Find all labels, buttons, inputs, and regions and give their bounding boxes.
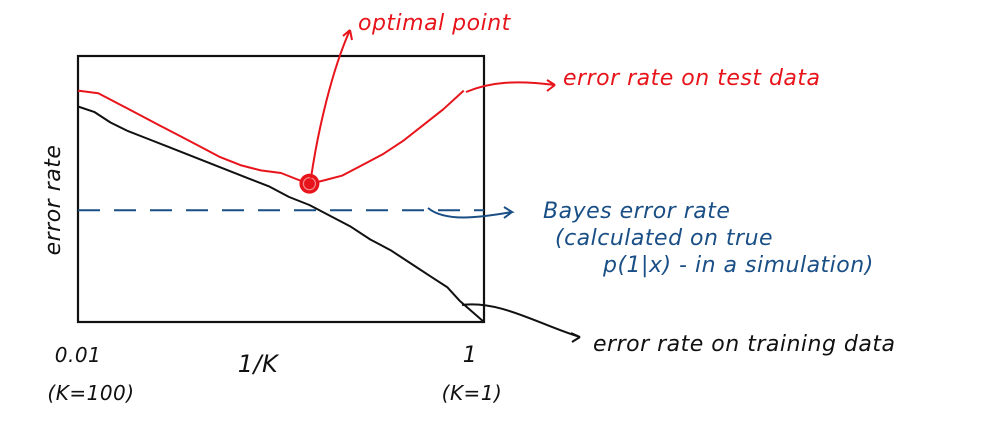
y-axis-label: error rate bbox=[41, 145, 66, 256]
optimal-point-marker bbox=[299, 173, 320, 194]
optimal-point-leader bbox=[310, 29, 353, 179]
bayes-label-line-3: p(1|x) - in a simulation) bbox=[602, 253, 874, 278]
optimal-point-label: optimal point bbox=[358, 11, 512, 36]
training-error-line bbox=[77, 105, 485, 323]
test-error-line bbox=[77, 89, 465, 185]
test-error-label: error rate on test data bbox=[563, 66, 821, 91]
x-tick-right-sub: (K=1) bbox=[442, 381, 503, 405]
bayes-label-line-2: (calculated on true bbox=[555, 226, 773, 251]
training-label-leader bbox=[461, 303, 581, 343]
x-tick-right: 1 bbox=[463, 343, 478, 368]
training-error-label: error rate on training data bbox=[593, 332, 895, 357]
test-label-leader bbox=[465, 79, 556, 93]
optimal-point-ring bbox=[302, 177, 317, 191]
x-tick-left-sub: (K=100) bbox=[47, 381, 134, 405]
x-axis-label: 1/K bbox=[238, 350, 280, 378]
bayes-label-leader bbox=[427, 206, 515, 219]
bayes-label-line-1: Bayes error rate bbox=[543, 199, 730, 224]
plot-frame bbox=[76, 54, 486, 324]
x-tick-left: 0.01 bbox=[55, 343, 102, 367]
